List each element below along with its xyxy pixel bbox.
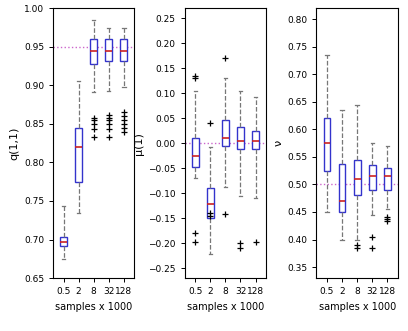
- PathPatch shape: [90, 39, 97, 64]
- X-axis label: samples x 1000: samples x 1000: [319, 302, 396, 311]
- PathPatch shape: [105, 39, 112, 61]
- PathPatch shape: [369, 165, 376, 190]
- Y-axis label: μ(1): μ(1): [134, 132, 144, 155]
- PathPatch shape: [237, 127, 244, 149]
- PathPatch shape: [60, 237, 67, 246]
- X-axis label: samples x 1000: samples x 1000: [187, 302, 264, 311]
- Y-axis label: q(1,1): q(1,1): [10, 126, 20, 160]
- PathPatch shape: [384, 168, 390, 190]
- X-axis label: samples x 1000: samples x 1000: [55, 302, 132, 311]
- Y-axis label: ν: ν: [273, 140, 283, 146]
- PathPatch shape: [207, 188, 214, 218]
- PathPatch shape: [339, 164, 346, 212]
- PathPatch shape: [354, 160, 361, 196]
- PathPatch shape: [222, 120, 229, 146]
- PathPatch shape: [75, 128, 82, 182]
- PathPatch shape: [324, 118, 330, 171]
- PathPatch shape: [252, 131, 259, 149]
- PathPatch shape: [192, 138, 199, 167]
- PathPatch shape: [120, 39, 127, 61]
